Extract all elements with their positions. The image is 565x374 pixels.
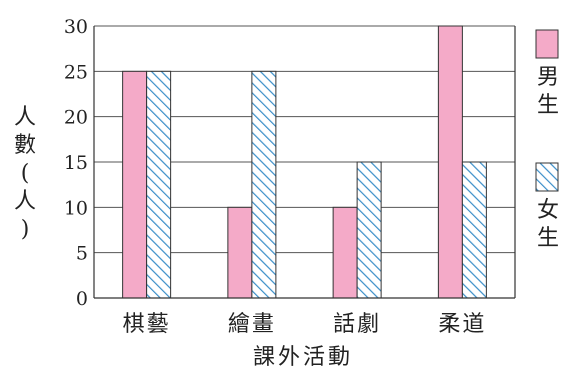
- bars: [122, 25, 487, 299]
- y-tick-label: 25: [64, 61, 88, 83]
- y-tick-labels: 0 5 10 15 20 25 30: [64, 16, 88, 310]
- x-category-label: 話劇: [333, 312, 381, 337]
- y-axis-label: 人數(人): [14, 105, 36, 242]
- x-category-label: 繪畫: [228, 312, 276, 337]
- y-tick-label: 15: [64, 152, 88, 174]
- y-tick-label: 10: [64, 197, 88, 219]
- legend-item-female: 女生: [535, 162, 559, 251]
- bar-female-3: [356, 161, 382, 299]
- x-axis-label: 課外活動: [253, 345, 353, 370]
- x-category-labels: 棋藝 繪畫 話劇 柔道: [123, 312, 486, 337]
- x-category-label: 柔道: [438, 312, 486, 337]
- legend-swatch: [535, 29, 559, 59]
- bar-male-3: [332, 206, 358, 299]
- y-tick-label: 5: [76, 243, 88, 265]
- bar-male-4: [437, 25, 463, 299]
- axes: [93, 26, 516, 299]
- bar-female-1: [146, 70, 172, 299]
- legend-swatch: [535, 162, 559, 192]
- legend-item-male: 男生: [535, 29, 559, 118]
- y-tick-label: 0: [76, 288, 88, 310]
- x-category-label: 棋藝: [123, 312, 171, 337]
- legend-label: 女生: [537, 198, 559, 251]
- legend-label: 男生: [537, 65, 559, 118]
- bar-female-4: [461, 161, 487, 299]
- y-tick-label: 30: [64, 16, 88, 38]
- bar-male-2: [227, 206, 253, 299]
- bar-male-1: [122, 70, 148, 299]
- bar-female-2: [251, 70, 277, 299]
- y-tick-label: 20: [64, 107, 88, 129]
